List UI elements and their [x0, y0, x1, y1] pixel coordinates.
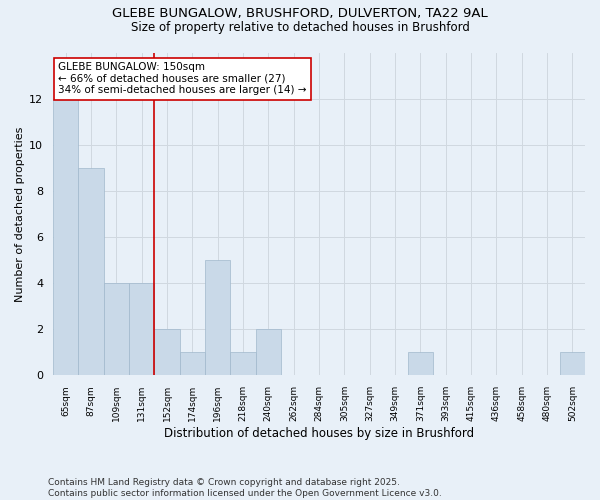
Bar [230, 352, 256, 376]
Bar [53, 98, 79, 376]
Bar [154, 329, 179, 376]
Bar [256, 329, 281, 376]
Bar [179, 352, 205, 376]
Bar [129, 283, 154, 376]
Text: Size of property relative to detached houses in Brushford: Size of property relative to detached ho… [131, 21, 469, 34]
Bar [205, 260, 230, 376]
X-axis label: Distribution of detached houses by size in Brushford: Distribution of detached houses by size … [164, 427, 474, 440]
Bar [79, 168, 104, 376]
Text: GLEBE BUNGALOW, BRUSHFORD, DULVERTON, TA22 9AL: GLEBE BUNGALOW, BRUSHFORD, DULVERTON, TA… [112, 8, 488, 20]
Y-axis label: Number of detached properties: Number of detached properties [15, 126, 25, 302]
Text: GLEBE BUNGALOW: 150sqm
← 66% of detached houses are smaller (27)
34% of semi-det: GLEBE BUNGALOW: 150sqm ← 66% of detached… [58, 62, 307, 96]
Text: Contains HM Land Registry data © Crown copyright and database right 2025.
Contai: Contains HM Land Registry data © Crown c… [48, 478, 442, 498]
Bar [407, 352, 433, 376]
Bar [104, 283, 129, 376]
Bar [560, 352, 585, 376]
